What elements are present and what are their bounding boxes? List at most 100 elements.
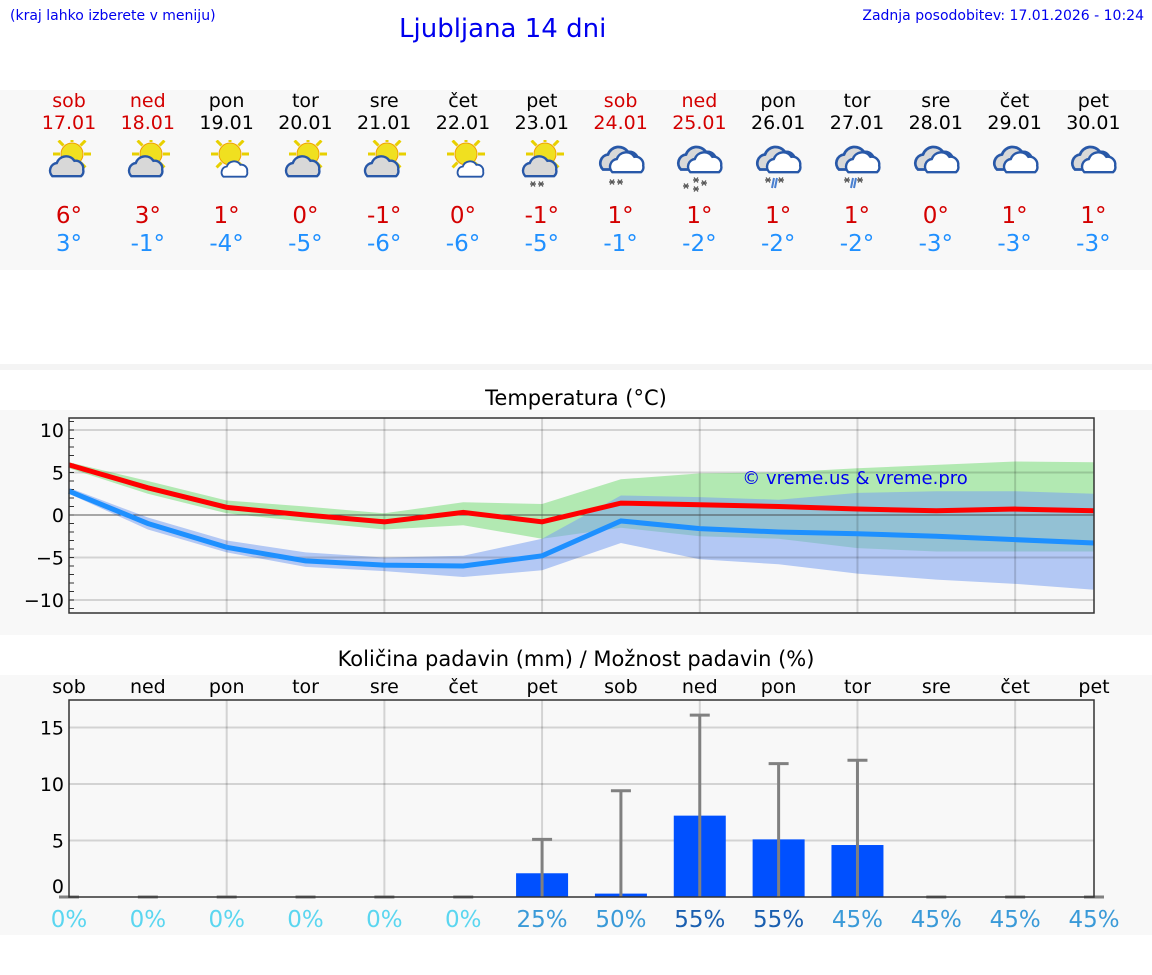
x-category-label: sob [604, 676, 638, 698]
forecast-strip: sob 17.01 6° 3° ned 18.01 3° -1° pon 19.01… [0, 90, 1152, 270]
city-menu-hint: (kraj lahko izberete v meniju) [10, 8, 216, 24]
max-temp: 3° [134, 203, 161, 229]
max-temp: 6° [55, 203, 83, 229]
weekday: ned [681, 90, 718, 112]
y-tick-label: 10 [40, 774, 64, 796]
y-tick-label: 5 [52, 831, 64, 853]
precip-probability: 55% [674, 907, 725, 933]
x-category-label: pet [1078, 676, 1109, 698]
precip-probability: 0% [208, 907, 245, 933]
cloud-sleet-icon [819, 140, 895, 192]
cloud-sleet-icon [740, 140, 816, 192]
max-temp: 1° [843, 203, 871, 229]
x-category-label: čet [448, 676, 478, 698]
date: 30.01 [1066, 112, 1121, 134]
date: 17.01 [41, 112, 97, 134]
precip-probability: 0% [130, 907, 167, 933]
date: 24.01 [593, 112, 648, 134]
date: 22.01 [435, 112, 491, 134]
forecast-day: tor 20.01 0° -5° [267, 90, 343, 258]
forecast-day: sob 24.01 1° -1° [583, 90, 659, 258]
cloud-icon [977, 140, 1053, 192]
weekday: tor [843, 90, 871, 112]
y-tick-label: −10 [24, 590, 64, 612]
precip-probability: 45% [832, 907, 883, 933]
min-temp: -2° [682, 231, 717, 257]
sun-cloud-icon [346, 140, 422, 192]
weekday: pon [760, 90, 797, 112]
weekday: sob [52, 90, 86, 112]
precipitation-chart-title: Količina padavin (mm) / Možnost padavin … [337, 647, 815, 671]
forecast-day: čet 22.01 0° -6° [425, 90, 501, 258]
weekday: pon [208, 90, 245, 112]
precip-probability: 0% [445, 907, 482, 933]
plot-frame [68, 699, 1095, 898]
weekday: sre [921, 90, 951, 112]
precip-probability: 45% [1068, 907, 1119, 933]
x-category-label: ned [682, 676, 718, 698]
x-category-label: sob [52, 676, 86, 698]
weekday: ned [129, 90, 166, 112]
forecast-day: sre 21.01 -1° -6° [346, 90, 422, 258]
x-category-label: sre [922, 676, 951, 698]
forecast-day: pet 30.01 1° -3° [1055, 90, 1131, 258]
date: 21.01 [356, 112, 412, 134]
x-category-label: tor [292, 676, 319, 698]
max-temp: 1° [1001, 203, 1028, 229]
forecast-day: pon 26.01 1° -2° [740, 90, 816, 258]
sun-cloud-snow-icon [504, 140, 580, 192]
y-tick-label: 5 [52, 463, 64, 485]
precip-probability: 55% [753, 907, 804, 933]
precipitation-chart: 15 10 5 0 sob 0% ned 0% pon 0% tor 0% sre 0% čet 0% pet 2… [40, 676, 1120, 933]
min-temp: -6° [445, 231, 481, 257]
forecast-day: pon 19.01 1° -4° [189, 90, 265, 258]
max-temp: 0° [922, 203, 949, 229]
max-temp: -1° [366, 203, 402, 229]
max-temp-line [68, 462, 1095, 525]
x-category-label: pon [761, 676, 797, 698]
cloud-icon [1055, 140, 1131, 192]
weekday: sob [603, 90, 638, 112]
min-temp: -1° [603, 231, 638, 257]
forecast-day: čet 29.01 1° -3° [977, 90, 1053, 258]
min-temp-line [68, 488, 1095, 569]
x-category-label: sre [370, 676, 399, 698]
max-temp: 1° [213, 203, 240, 229]
weekday: čet [999, 90, 1030, 112]
precip-probability: 0% [287, 907, 324, 933]
x-category-label: pet [526, 676, 557, 698]
date: 18.01 [120, 112, 175, 134]
forecast-day: tor 27.01 1° -2° [819, 90, 895, 258]
cloud-icon [898, 140, 974, 192]
precip-probability: 0% [366, 907, 403, 933]
min-temp: -1° [130, 231, 166, 257]
forecast-day: ned 18.01 3° -1° [110, 90, 186, 258]
temperature-chart-title: Temperatura (°C) [485, 386, 667, 410]
sun-cloud-icon [267, 140, 343, 192]
watermark: © vreme.us & vreme.pro [742, 468, 968, 489]
forecast-day: pet 23.01 -1° -5° [504, 90, 580, 258]
precipitation-chart-panel: 15 10 5 0 sob 0% ned 0% pon 0% tor 0% sre 0% čet 0% pet 2… [0, 675, 1152, 935]
min-temp: -5° [288, 231, 323, 257]
cloud-snow-icon [583, 140, 659, 192]
min-temp: -2° [839, 231, 875, 257]
precip-probability: 45% [990, 907, 1041, 933]
forecast-day: sre 28.01 0° -3° [898, 90, 974, 258]
y-tick-label: 0 [52, 876, 64, 898]
weekday: pet [1077, 90, 1109, 112]
sun-cloud-icon [110, 140, 186, 192]
max-temp: 1° [1080, 203, 1107, 229]
min-temp: 3° [55, 231, 83, 257]
y-tick-label: −5 [36, 548, 64, 570]
weekday: tor [291, 90, 319, 112]
min-temp: -3° [918, 231, 954, 257]
plot-frame [68, 417, 1095, 614]
sun-small-cloud-icon [425, 140, 501, 192]
x-category-label: tor [844, 676, 871, 698]
max-temp: 1° [765, 203, 792, 229]
y-tick-label: 10 [40, 420, 64, 442]
weekday: pet [526, 90, 558, 112]
weekday: sre [369, 90, 399, 112]
date: 26.01 [750, 112, 806, 134]
precip-probability: 0% [51, 907, 88, 933]
